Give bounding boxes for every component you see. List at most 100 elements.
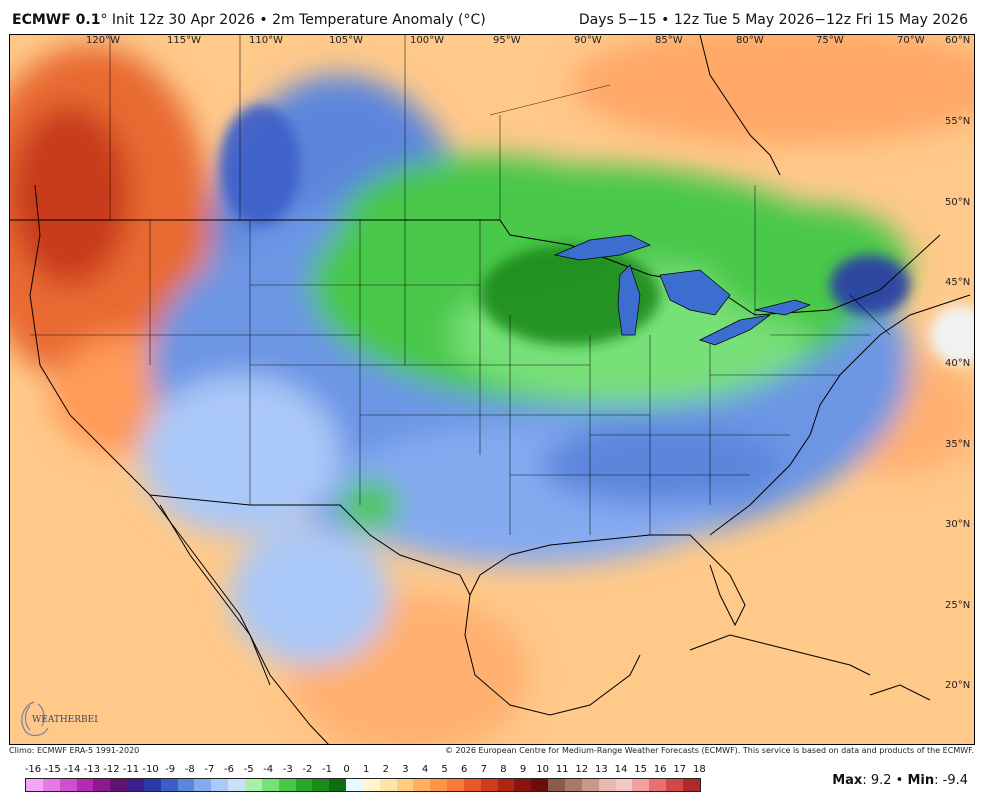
weatherbell-logo: WEATHERBELL [21, 701, 98, 737]
colorbar-tick-label: -13 [83, 764, 100, 775]
lon-label: 80°W [736, 35, 764, 46]
colorbar-swatch [430, 779, 448, 791]
colorbar-swatch [379, 779, 397, 791]
map-field [10, 35, 974, 744]
colorbar-swatch [110, 779, 128, 791]
colorbar [25, 778, 701, 792]
colorbar-tick-label: 11 [555, 764, 569, 775]
colorbar-tick-label: -2 [302, 764, 313, 775]
colorbar-tick-label: 15 [634, 764, 647, 775]
colorbar-tick-label: 10 [536, 764, 549, 775]
colorbar-swatch [666, 779, 683, 791]
lon-label: 75°W [816, 35, 844, 46]
colorbar-tick-label: 6 [461, 764, 468, 775]
colorbar-tick-label: -8 [184, 764, 195, 775]
colorbar-swatch [228, 779, 245, 791]
colorbar-tick-label: 8 [500, 764, 507, 775]
colorbar-tick-label: 12 [575, 764, 589, 775]
colorbar-tick-label: 2 [382, 764, 389, 775]
colorbar-swatch [346, 779, 363, 791]
colorbar-swatch [682, 779, 700, 791]
copyright-note: © 2026 European Centre for Medium-Range … [445, 746, 974, 755]
max-label: Max [832, 773, 863, 788]
colorbar-swatch [329, 779, 347, 791]
colorbar-swatch [26, 779, 43, 791]
max-min-stats: Max: 9.2 • Min: -9.4 [832, 773, 968, 788]
colorbar-swatch [632, 779, 650, 791]
colorbar-swatch [649, 779, 667, 791]
lat-label: 45°N [945, 277, 971, 288]
colorbar-tick-label: -11 [122, 764, 140, 775]
lon-label: 105°W [329, 35, 363, 46]
lat-label: 35°N [945, 439, 971, 450]
colorbar-swatch [295, 779, 313, 791]
lon-label: 100°W [410, 35, 444, 46]
anomaly-map [9, 34, 975, 745]
colorbar-tick-label: 14 [614, 764, 628, 775]
colorbar-swatch [143, 779, 161, 791]
lat-label: 20°N [945, 680, 971, 691]
max-value: : 9.2 • [862, 773, 908, 788]
lon-label: 120°W [86, 35, 120, 46]
colorbar-tick-label: 3 [402, 764, 409, 775]
colorbar-tick-label: -15 [44, 764, 61, 775]
colorbar-tick-label: -16 [24, 764, 42, 775]
lat-label: 50°N [945, 197, 971, 208]
valid-period: Days 5−15 • 12z Tue 5 May 2026−12z Fri 1… [578, 12, 968, 28]
init-text: ° Init 12z 30 Apr 2026 • 2m Temperature … [100, 12, 486, 28]
colorbar-swatch [514, 779, 532, 791]
lon-label: 70°W [897, 35, 925, 46]
min-value: : -9.4 [934, 773, 968, 788]
colorbar-swatch [548, 779, 565, 791]
colorbar-tick-label: 13 [595, 764, 608, 775]
colorbar-swatch [463, 779, 481, 791]
header: ECMWF 0.1° Init 12z 30 Apr 2026 • 2m Tem… [0, 0, 984, 34]
colorbar-tick-label: 1 [363, 764, 370, 775]
colorbar-swatch [581, 779, 599, 791]
lat-label: 30°N [945, 519, 971, 530]
colorbar-swatch [177, 779, 195, 791]
chart-title: ECMWF 0.1° Init 12z 30 Apr 2026 • 2m Tem… [12, 12, 486, 28]
colorbar-tick-label: -9 [165, 764, 176, 775]
colorbar-swatch [93, 779, 111, 791]
colorbar-tick-label: 0 [343, 764, 350, 775]
colorbar-tick-label: -14 [64, 764, 81, 775]
colorbar-swatch [615, 779, 633, 791]
colorbar-swatch [211, 779, 229, 791]
colorbar-tick-label: -3 [282, 764, 293, 775]
colorbar-tick-label: -1 [322, 764, 332, 775]
lat-label: 25°N [945, 600, 971, 611]
colorbar-tick-label: 4 [421, 764, 429, 775]
colorbar-tick-label: 9 [519, 764, 527, 775]
lon-label: 110°W [249, 35, 283, 46]
colorbar-swatch [42, 779, 60, 791]
colorbar-tick-label: 5 [441, 764, 448, 775]
lat-label: 60°N [945, 35, 971, 46]
colorbar-tick-label: -6 [224, 764, 234, 775]
lat-label: 55°N [945, 116, 971, 127]
colorbar-swatch [531, 779, 549, 791]
colorbar-swatch [598, 779, 616, 791]
colorbar-swatch [160, 779, 178, 791]
colorbar-swatch [362, 779, 380, 791]
lat-label: 40°N [945, 358, 971, 369]
climo-note: Climo: ECMWF ERA-5 1991-2020 [9, 746, 140, 755]
colorbar-swatch [413, 779, 431, 791]
colorbar-tick-label: -10 [142, 764, 159, 775]
colorbar-swatch [76, 779, 94, 791]
colorbar-tick-label: -5 [243, 764, 254, 775]
colorbar-tick-label: 17 [673, 764, 687, 775]
min-label: Min [907, 773, 935, 788]
model-name: ECMWF 0.1 [12, 12, 101, 28]
logo-text: WEATHERBELL [32, 715, 98, 725]
lon-label: 90°W [574, 35, 602, 46]
colorbar-tick-label: -4 [263, 764, 274, 775]
colorbar-swatch [396, 779, 414, 791]
colorbar-swatch [278, 779, 296, 791]
colorbar-swatch [565, 779, 582, 791]
colorbar-swatch [447, 779, 464, 791]
colorbar-tick-label: 7 [480, 764, 487, 775]
colorbar-tick-label: -7 [204, 764, 215, 775]
colorbar-swatch [194, 779, 212, 791]
lon-label: 115°W [167, 35, 201, 46]
